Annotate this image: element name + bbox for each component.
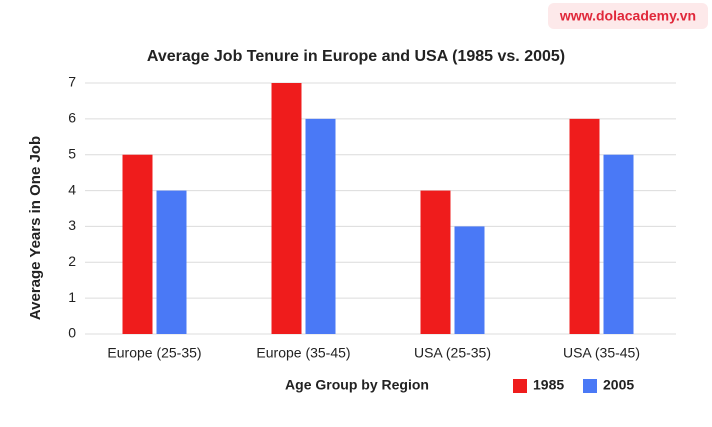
y-tick-label: 0: [68, 325, 76, 341]
legend-swatch: [583, 379, 597, 393]
x-axis-label: Age Group by Region: [285, 377, 429, 393]
bar: [603, 154, 634, 334]
watermark-box: [548, 3, 708, 29]
x-tick-label: USA (35-45): [563, 345, 640, 361]
bar: [156, 190, 187, 334]
bar: [569, 118, 600, 334]
y-tick-label: 1: [68, 289, 76, 305]
x-tick-label: Europe (35-45): [256, 345, 350, 361]
x-tick-label: USA (25-35): [414, 345, 491, 361]
y-tick-label: 4: [68, 181, 76, 197]
y-tick-label: 7: [68, 74, 76, 90]
bar: [305, 118, 336, 334]
y-tick-label: 3: [68, 217, 76, 233]
chart-title: Average Job Tenure in Europe and USA (19…: [147, 48, 565, 65]
bar: [420, 190, 451, 334]
legend-label: 2005: [603, 377, 634, 393]
legend-label: 1985: [533, 377, 564, 393]
bar: [122, 154, 153, 334]
y-tick-label: 5: [68, 145, 76, 161]
bar: [454, 226, 485, 334]
y-axis-label: Average Years in One Job: [27, 136, 44, 320]
y-tick-label: 6: [68, 110, 76, 126]
legend-swatch: [513, 379, 527, 393]
watermark: www.dolacademy.vn: [559, 8, 696, 24]
x-tick-label: Europe (25-35): [107, 345, 201, 361]
y-tick-label: 2: [68, 253, 76, 269]
bar: [271, 83, 302, 334]
